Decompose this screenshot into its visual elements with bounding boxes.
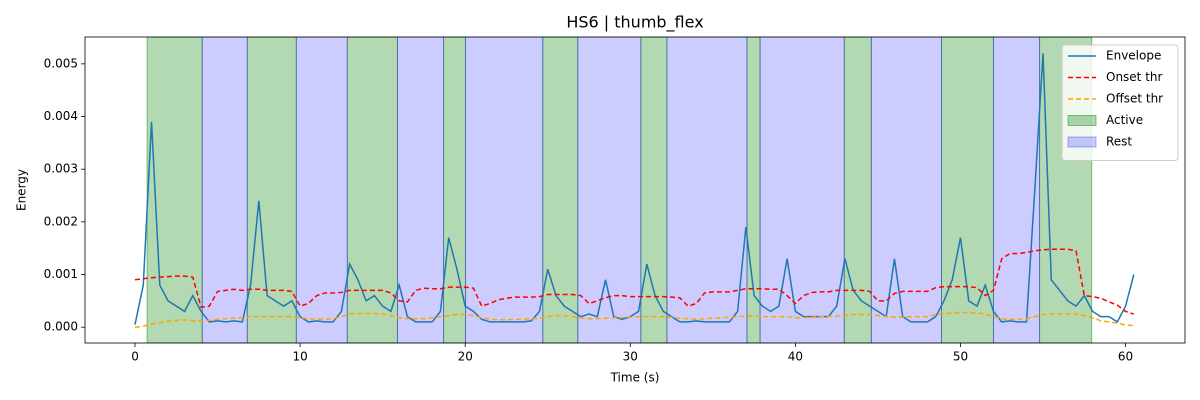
x-tick-label: 10: [292, 350, 307, 364]
region-span: [397, 36, 445, 344]
region-span: [542, 36, 579, 344]
region-span: [246, 36, 297, 344]
region-span: [201, 36, 248, 344]
legend-label: Onset thr: [1106, 70, 1163, 84]
legend-patch: [1067, 115, 1097, 126]
legend-patch: [1067, 136, 1097, 148]
legend-label: Rest: [1106, 135, 1132, 149]
x-tick-label: 0: [131, 350, 139, 364]
x-axis-label: Time (s): [610, 371, 660, 385]
x-tick-label: 40: [788, 350, 803, 364]
legend: Envelope Onset thr Offset thr Active Rest: [1061, 44, 1179, 161]
y-tick-label: 0.002: [44, 214, 78, 228]
legend-box: [1061, 44, 1179, 161]
y-axis-label: Energy: [15, 169, 29, 211]
region-span: [746, 36, 761, 344]
region-span: [146, 36, 203, 344]
line-series: [134, 311, 1134, 328]
legend-label: Offset thr: [1106, 92, 1163, 106]
y-tick-label: 0.005: [44, 56, 78, 70]
region-span: [577, 36, 642, 344]
region-span: [443, 36, 467, 344]
region-span: [295, 36, 348, 344]
line-series: [134, 248, 1135, 315]
x-tick-label: 60: [1118, 350, 1133, 364]
x-tick-label: 20: [458, 350, 473, 364]
line-series: [134, 53, 1135, 325]
y-tick-label: 0.001: [44, 267, 78, 281]
region-span: [870, 36, 942, 344]
region-span: [843, 36, 872, 344]
x-tick-label: 50: [953, 350, 968, 364]
chart-title: HS6 | thumb_flex: [566, 13, 703, 33]
region-span: [759, 36, 845, 344]
legend-label: Envelope: [1106, 49, 1161, 63]
y-tick-label: 0.004: [44, 109, 78, 123]
region-span: [992, 36, 1041, 344]
legend-label: Active: [1106, 113, 1143, 127]
x-tick-label: 30: [623, 350, 638, 364]
y-tick-label: 0.003: [44, 162, 78, 176]
plot-frame: [84, 36, 1186, 344]
y-tick-label: 0.000: [44, 320, 78, 334]
